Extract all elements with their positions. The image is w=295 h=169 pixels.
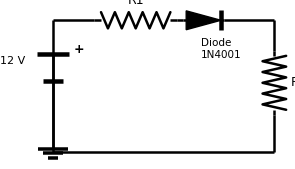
Polygon shape xyxy=(186,11,221,30)
Text: 12 V: 12 V xyxy=(0,56,25,66)
Text: R1: R1 xyxy=(127,0,144,7)
Text: Diode
1N4001: Diode 1N4001 xyxy=(201,38,241,60)
Text: R2: R2 xyxy=(291,76,295,89)
Text: +: + xyxy=(74,43,84,56)
